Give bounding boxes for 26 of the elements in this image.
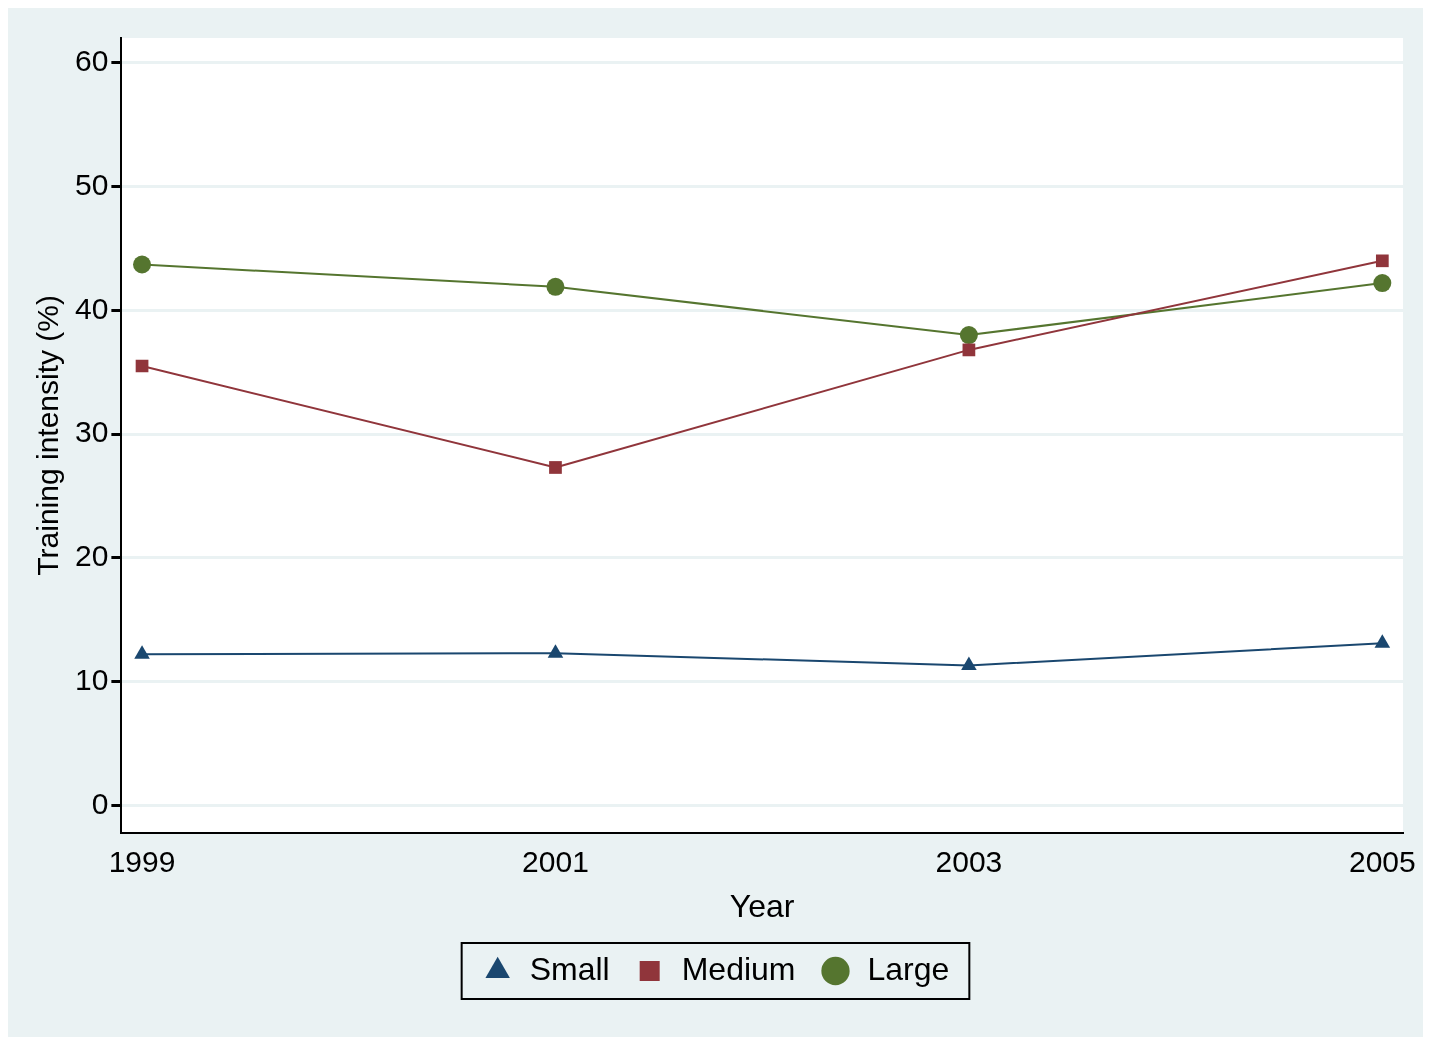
x-tick-label: 2003: [935, 844, 1003, 878]
point: [134, 645, 150, 659]
point: [959, 326, 978, 345]
y-tick-label: 30: [74, 415, 109, 449]
y-tick-label: 10: [74, 662, 109, 696]
x-axis-title: Year: [729, 887, 795, 924]
x-tick-label: 1999: [108, 844, 176, 878]
y-tick-label: 0: [91, 786, 109, 820]
point: [1374, 634, 1391, 648]
y-axis-title: Training intensity (%): [31, 294, 65, 576]
y-tick-label: 50: [74, 167, 109, 201]
y-tick-label: 40: [74, 291, 109, 325]
point: [546, 277, 565, 296]
point: [547, 644, 564, 658]
y-tick-label: 20: [74, 539, 109, 573]
legend-label: Medium: [681, 950, 796, 987]
x-tick-label: 2005: [1348, 844, 1416, 878]
point: [961, 656, 977, 671]
point: [133, 255, 152, 274]
point: [1373, 274, 1392, 293]
point: [549, 461, 562, 474]
legend-label: Large: [867, 950, 950, 987]
y-tick-label: 60: [74, 44, 109, 78]
x-tick-label: 2001: [522, 844, 589, 878]
legend-label: Small: [529, 950, 610, 987]
point: [1375, 254, 1389, 268]
